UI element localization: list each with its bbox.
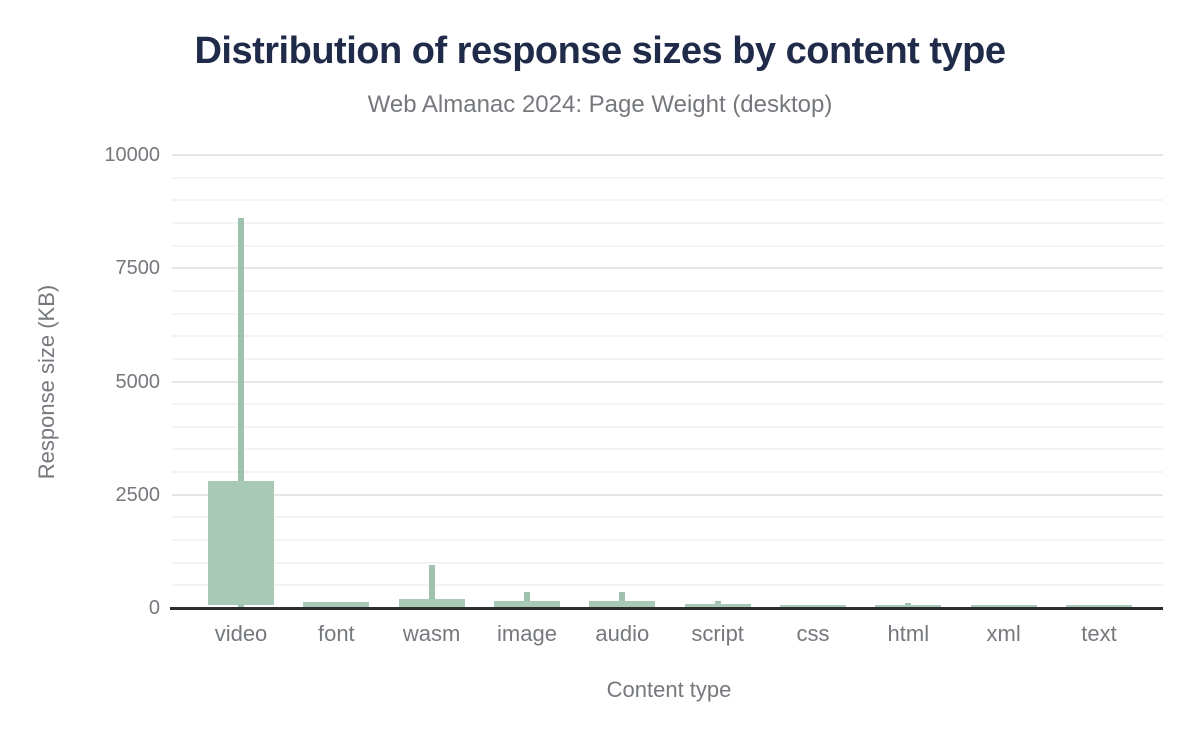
box (1065, 604, 1132, 608)
gridline-minor (172, 516, 1163, 519)
x-axis-title: Content type (606, 677, 732, 702)
chart-title: Distribution of response sizes by conten… (194, 30, 1006, 72)
y-tick-label: 5000 (115, 370, 161, 393)
box (398, 599, 465, 608)
gridline-minor (172, 584, 1163, 587)
x-category-label: text (1081, 621, 1117, 646)
x-category-label: xml (986, 621, 1021, 646)
gridline-minor (172, 335, 1163, 338)
box (208, 481, 274, 606)
x-category-label: video (214, 621, 268, 646)
x-category-label: script (691, 621, 744, 646)
whisker (523, 592, 530, 608)
y-tick-label: 10000 (104, 144, 160, 166)
whisker (619, 591, 626, 608)
gridline-minor (172, 289, 1163, 292)
gridline-minor (172, 448, 1163, 451)
whisker (428, 564, 435, 608)
gridline-minor (172, 221, 1163, 224)
box (303, 601, 370, 608)
gridline-minor (172, 312, 1163, 315)
gridline-minor (172, 403, 1163, 406)
gridline-major (172, 267, 1163, 270)
gridline-minor (172, 425, 1163, 428)
y-tick-label: 0 (148, 597, 160, 619)
gridline-minor (172, 471, 1163, 474)
gridline-minor (172, 539, 1163, 542)
gridline-major (172, 493, 1163, 496)
whisker (238, 218, 244, 608)
box (684, 604, 751, 608)
box (779, 604, 846, 608)
gridline-minor (172, 244, 1163, 247)
gridline-minor (172, 357, 1163, 360)
gridline-minor (172, 561, 1163, 564)
gridline-major (172, 154, 1163, 156)
box (970, 604, 1037, 608)
gridline-minor (172, 199, 1163, 202)
gridline-minor (172, 176, 1163, 179)
box (589, 601, 656, 608)
gridline-major (172, 380, 1163, 383)
box (493, 601, 560, 608)
chart-subtitle: Web Almanac 2024: Page Weight (desktop) (367, 91, 833, 118)
y-tick-label: 2500 (115, 483, 161, 506)
x-category-label: font (317, 621, 355, 646)
box (875, 604, 942, 608)
x-category-label: html (887, 621, 930, 646)
x-category-label: image (497, 621, 557, 646)
x-category-label: css (796, 621, 830, 646)
x-category-label: audio (595, 621, 650, 646)
y-tick-label: 7500 (115, 257, 161, 280)
x-axis-baseline (170, 607, 1163, 610)
x-category-label: wasm (402, 621, 461, 646)
